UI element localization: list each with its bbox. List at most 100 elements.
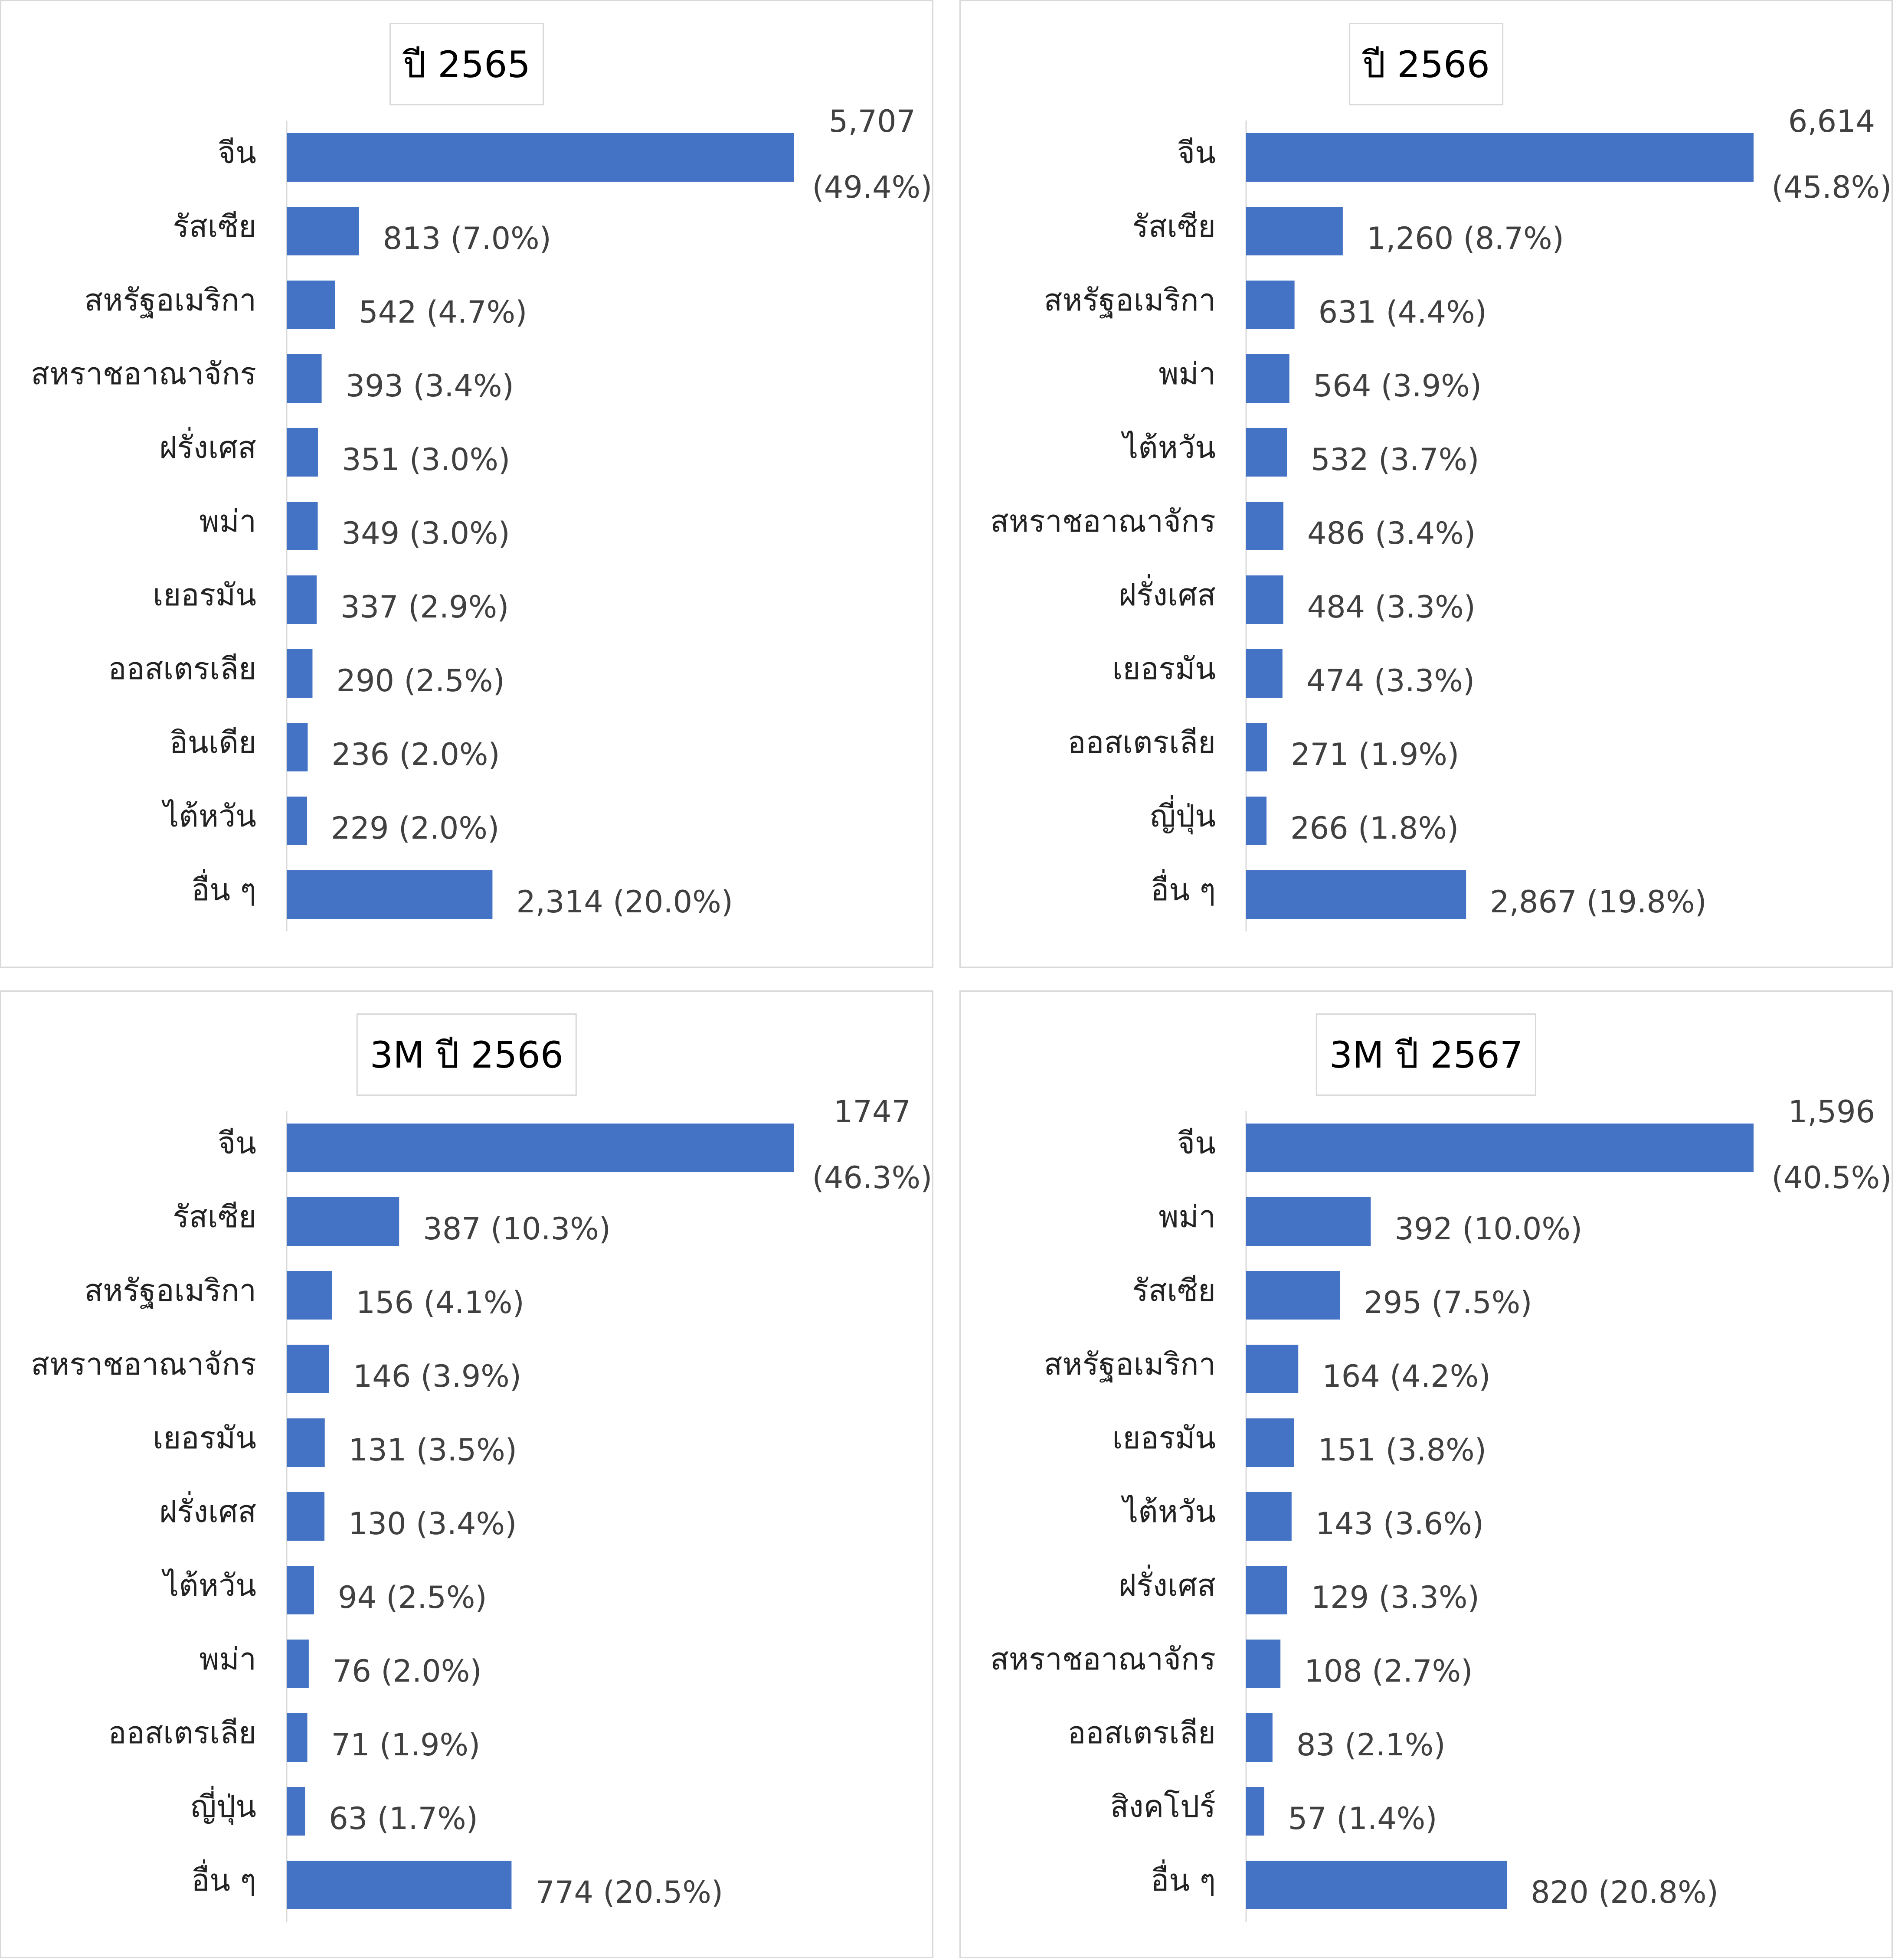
data-label: 532 (3.7%)	[1311, 442, 1479, 477]
chart-panel-2565: ปี 2565 จีน 5,707 (49.4%) รัสเซีย 813 (7.0%)…	[0, 0, 933, 968]
chart-panel-3m-2567: 3M ปี 2567 จีน 1,596 (40.5%) พม่า 392 (10.0%…	[959, 990, 1893, 1958]
bar	[1246, 354, 1289, 403]
data-label: 486 (3.4%)	[1307, 516, 1476, 551]
data-label: 813 (7.0%)	[383, 221, 551, 256]
category-label: รัสเซีย	[1132, 209, 1216, 244]
bar	[287, 1640, 309, 1688]
data-label: 143 (3.6%)	[1316, 1506, 1484, 1542]
bar	[287, 281, 335, 329]
category-label: จีน	[218, 135, 256, 170]
data-label: 57 (1.4%)	[1288, 1801, 1437, 1836]
data-label: 63 (1.7%)	[329, 1801, 478, 1836]
category-label: พม่า	[1158, 356, 1216, 392]
category-label: สหราชอาณาจักร	[990, 1641, 1216, 1677]
data-label: 5,707	[829, 104, 916, 139]
category-label: อื่น ๆ	[191, 869, 256, 908]
category-label: สหรัฐอเมริกา	[1044, 1346, 1216, 1382]
category-label: ไต้หวัน	[1121, 430, 1216, 465]
category-label: รัสเซีย	[173, 209, 256, 244]
data-label: 1,260 (8.7%)	[1367, 221, 1564, 256]
bar	[287, 1566, 314, 1614]
category-label: ฝรั่งเศส	[159, 1491, 256, 1529]
bar	[287, 1345, 329, 1393]
data-label: 474 (3.3%)	[1306, 663, 1475, 699]
chart-title: 3M ปี 2566	[356, 1013, 577, 1096]
bar	[287, 1418, 325, 1467]
data-label: 387 (10.3%)	[423, 1211, 611, 1247]
bar	[1246, 428, 1287, 477]
data-label-pct: (45.8%)	[1772, 170, 1892, 205]
category-label: ฝรั่งเศส	[159, 427, 256, 465]
bar	[287, 133, 794, 182]
chart-svg: จีน 1,596 (40.5%) พม่า 392 (10.0%) รัสเซีย 295…	[990, 1094, 1891, 1922]
bar	[1246, 575, 1283, 624]
data-label: 131 (3.5%)	[349, 1432, 517, 1468]
category-label: ญี่ปุ่น	[1150, 795, 1216, 835]
bar	[1246, 1124, 1754, 1172]
data-label: 146 (3.9%)	[353, 1359, 521, 1394]
category-label: สหราชอาณาจักร	[990, 503, 1216, 539]
category-label: ฝรั่งเศส	[1119, 1565, 1216, 1603]
bar	[1246, 207, 1343, 255]
data-label: 76 (2.0%)	[333, 1653, 482, 1689]
category-label: ฝรั่งเศส	[1119, 574, 1216, 613]
category-label: จีน	[1177, 1125, 1216, 1161]
category-label: จีน	[1177, 135, 1216, 170]
bar	[1246, 1418, 1294, 1467]
category-label: พม่า	[1158, 1199, 1216, 1235]
bar	[287, 870, 493, 919]
data-label: 2,314 (20.0%)	[516, 884, 733, 920]
bar	[1246, 1492, 1292, 1541]
bar	[287, 1787, 305, 1836]
category-label: ไต้หวัน	[1121, 1494, 1216, 1529]
data-label: 484 (3.3%)	[1307, 589, 1476, 625]
category-label: สิงคโปร์	[1110, 1789, 1216, 1824]
data-label: 130 (3.4%)	[348, 1506, 517, 1542]
data-label: 337 (2.9%)	[340, 589, 509, 625]
category-label: อื่น ๆ	[1151, 1859, 1216, 1898]
data-label: 820 (20.8%)	[1531, 1875, 1718, 1910]
bar	[1246, 1197, 1371, 1246]
bar	[287, 797, 307, 845]
chart-title: ปี 2566	[1349, 23, 1503, 105]
data-label: 631 (4.4%)	[1319, 294, 1487, 330]
bar	[287, 1861, 512, 1909]
data-label: 351 (3.0%)	[342, 442, 510, 477]
category-label: สหราชอาณาจักร	[31, 356, 256, 392]
category-label: ญี่ปุ่น	[190, 1786, 256, 1825]
data-label: 349 (3.0%)	[342, 516, 510, 551]
category-label: พม่า	[199, 1641, 256, 1677]
data-label: 164 (4.2%)	[1322, 1359, 1490, 1394]
bar	[287, 207, 359, 255]
data-label: 108 (2.7%)	[1304, 1653, 1473, 1689]
bar	[287, 502, 318, 550]
data-label-pct: (46.3%)	[812, 1160, 933, 1196]
data-label: 6,614	[1788, 104, 1875, 139]
data-label: 542 (4.7%)	[359, 294, 527, 330]
bar	[1246, 502, 1283, 550]
category-label: รัสเซีย	[1132, 1273, 1216, 1308]
category-label: ออสเตรเลีย	[1067, 1715, 1216, 1751]
category-label: รัสเซีย	[173, 1199, 256, 1235]
category-label: ออสเตรเลีย	[108, 651, 256, 686]
bar	[287, 649, 313, 698]
bar	[287, 354, 322, 403]
bar	[1246, 723, 1267, 771]
category-label: จีน	[218, 1125, 256, 1161]
data-label: 1747	[834, 1094, 911, 1130]
data-label: 236 (2.0%)	[331, 737, 500, 772]
data-label: 94 (2.5%)	[338, 1580, 487, 1615]
chart-title: 3M ปี 2567	[1316, 1013, 1537, 1096]
chart-panel-3m-2566: 3M ปี 2566 จีน 1747 (46.3%) รัสเซีย 387 (10.…	[0, 990, 933, 1958]
data-label: 71 (1.9%)	[331, 1727, 481, 1763]
data-label: 295 (7.5%)	[1364, 1285, 1532, 1320]
category-label: สหรัฐอเมริกา	[85, 1273, 256, 1309]
category-label: สหรัฐอเมริกา	[1044, 282, 1216, 318]
chart-svg: จีน 6,614 (45.8%) รัสเซีย 1,260 (8.7%) สหรัฐอ…	[990, 104, 1892, 931]
bar	[287, 1271, 332, 1320]
category-label: ออสเตรเลีย	[1067, 725, 1216, 760]
bar	[1246, 1271, 1340, 1320]
category-label: พม่า	[199, 503, 256, 539]
chart-title: ปี 2565	[389, 23, 544, 105]
data-label: 393 (3.4%)	[346, 368, 514, 404]
